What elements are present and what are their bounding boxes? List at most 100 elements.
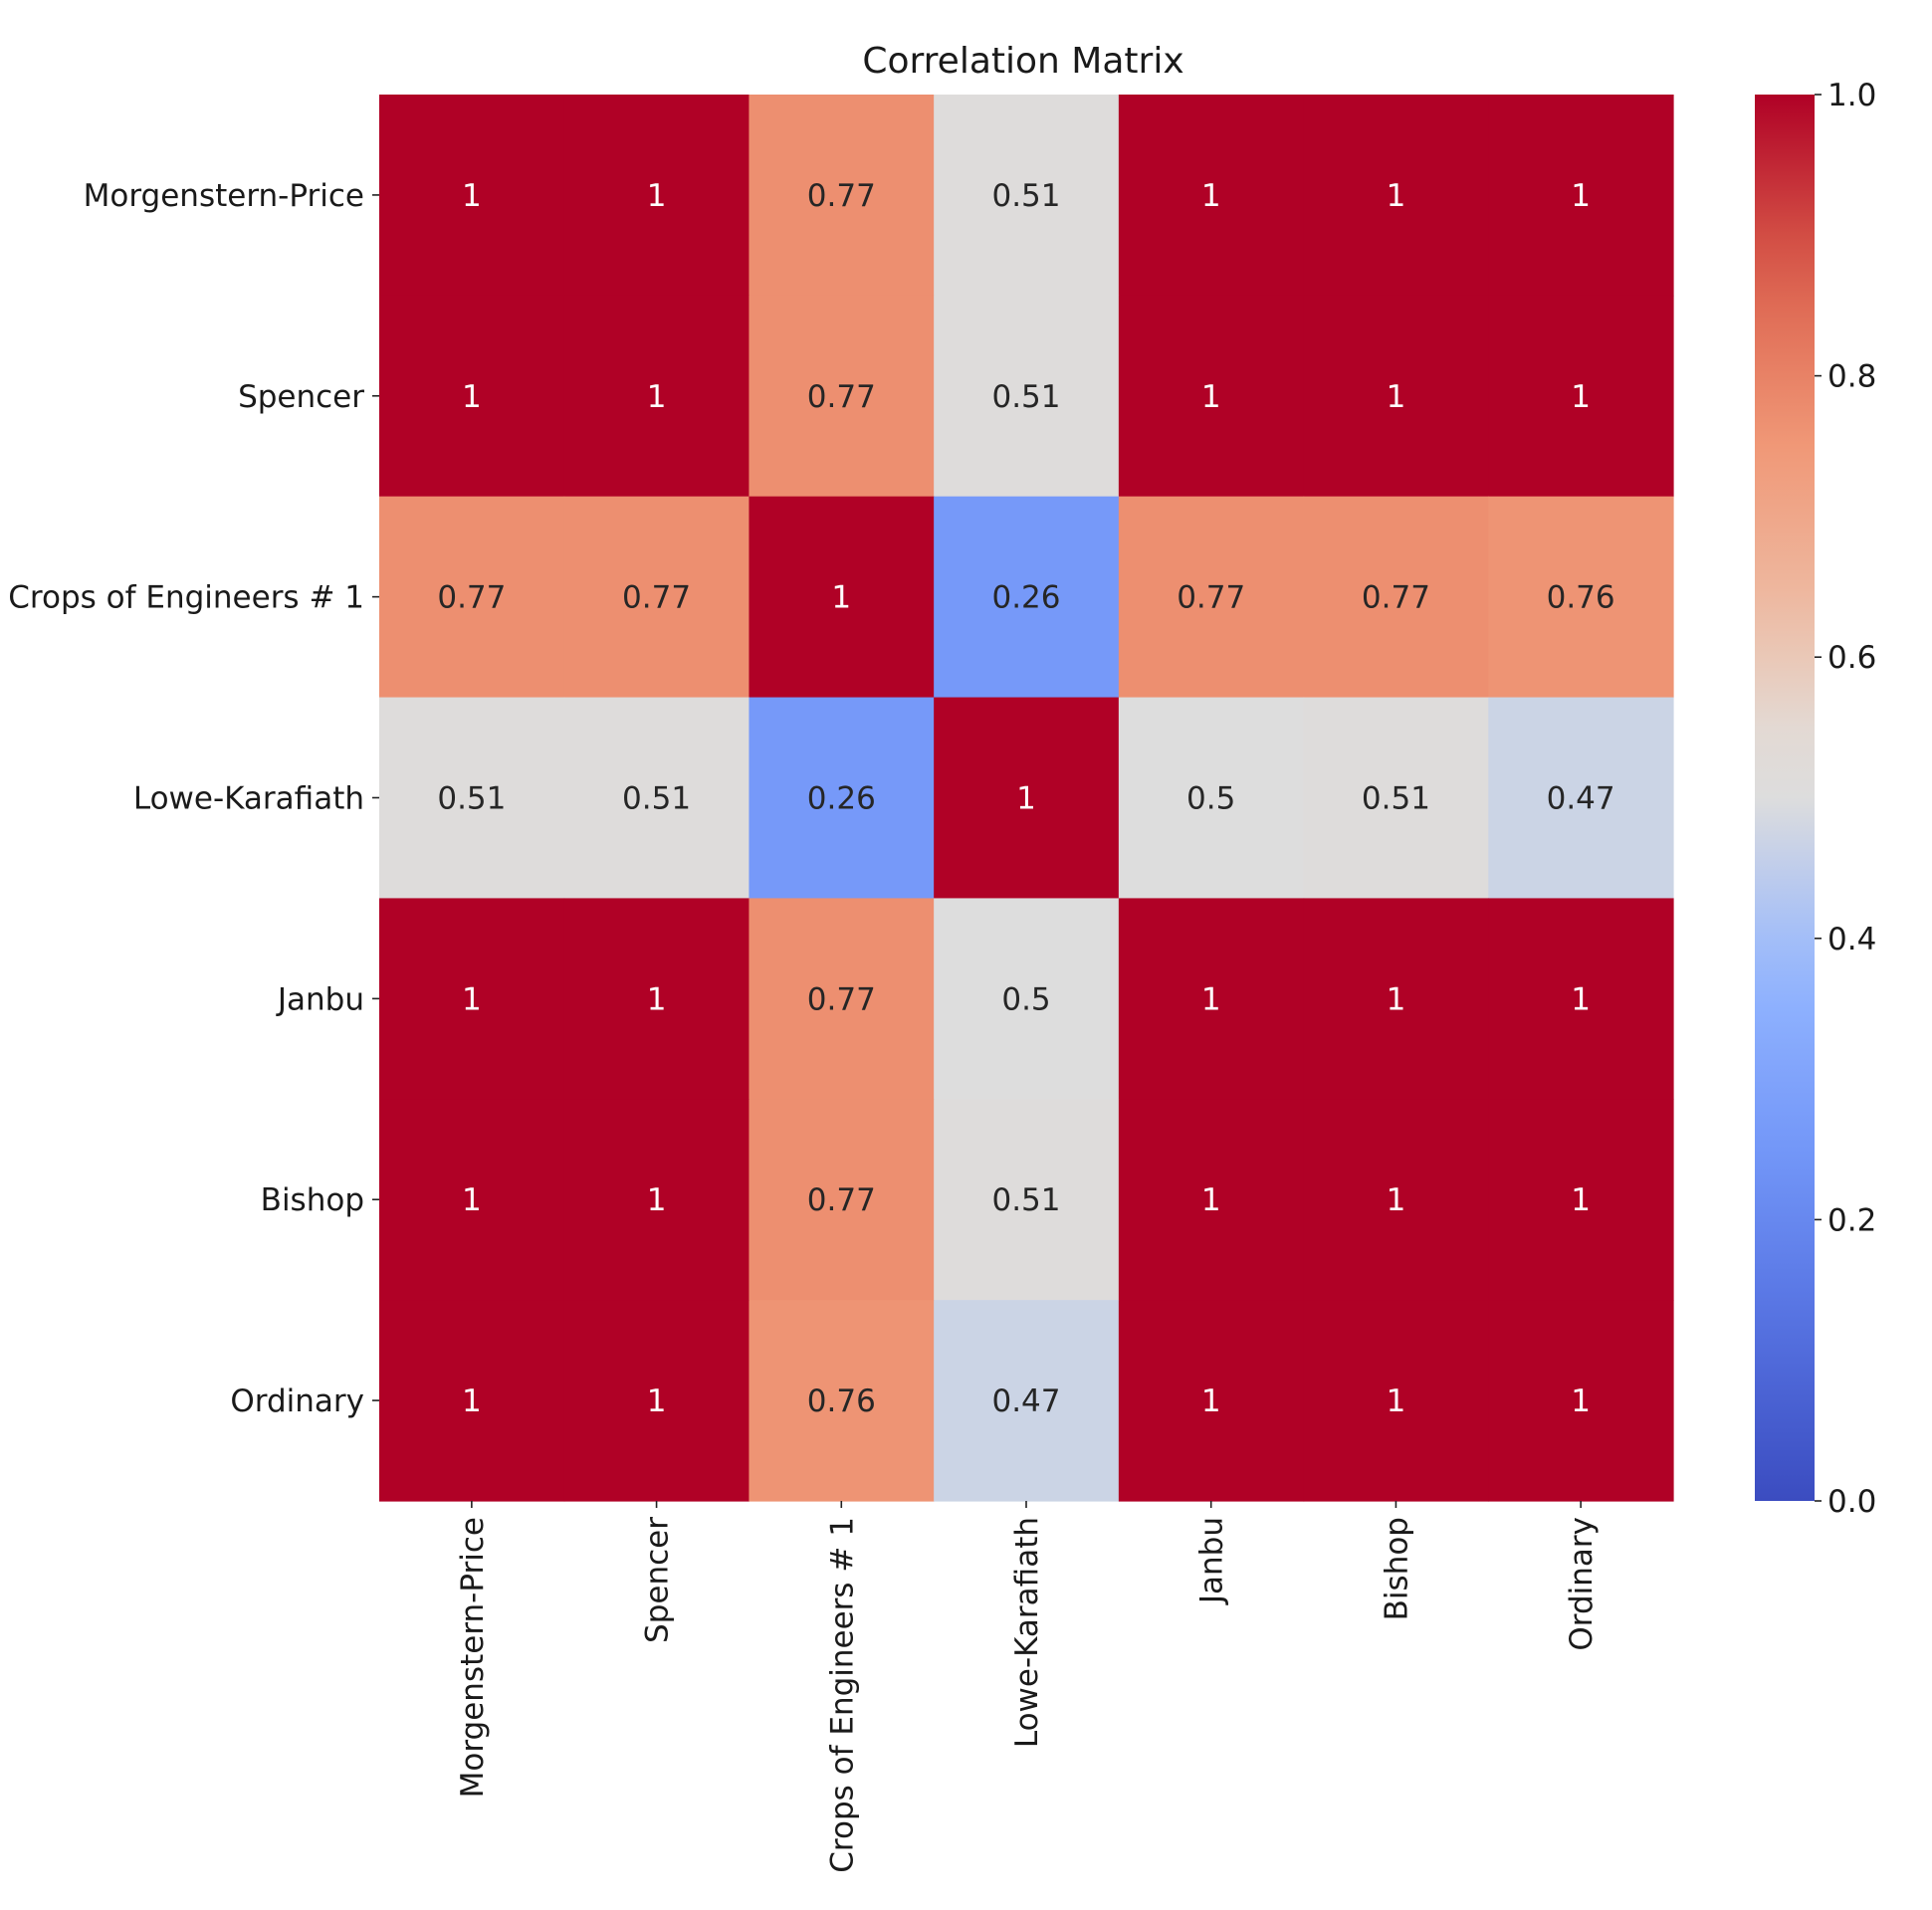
- cell-annotation: 0.26: [991, 580, 1060, 616]
- x-tick-label: Bishop: [1379, 1517, 1414, 1620]
- y-tick-label: Crops of Engineers # 1: [8, 580, 364, 616]
- heatmap-cell: [1118, 1099, 1305, 1301]
- y-axis-ticks: Morgenstern-Price Spencer Crops of Enginee…: [8, 178, 379, 1419]
- colorbar-bar: [1755, 95, 1815, 1501]
- heatmap-cell: [749, 697, 935, 900]
- cell-annotation: 1: [1571, 1182, 1591, 1218]
- cell-annotation: 0.26: [807, 781, 876, 817]
- cell-annotation: 1: [647, 178, 667, 214]
- heatmap-cell: [749, 496, 935, 699]
- cell-annotations: 1 1 0.77 0.51 1 1 11 1 0.77 0.51 1 1 10.77 0.77 1 0.26 0…: [437, 178, 1614, 1419]
- heatmap-cell: [563, 295, 751, 498]
- cell-annotation: 0.77: [807, 1182, 876, 1218]
- chart-title: Correlation Matrix: [862, 41, 1183, 82]
- heatmap-cell: [1118, 95, 1305, 297]
- cell-annotation: 1: [1571, 981, 1591, 1017]
- x-tick-label: Spencer: [640, 1517, 676, 1643]
- heatmap-cell: [1303, 1099, 1489, 1301]
- cell-annotation: 0.77: [1362, 580, 1430, 616]
- heatmap-cell: [749, 295, 935, 498]
- colorbar: 0.0 0.2 0.4 0.6 0.8 1.0: [1755, 78, 1876, 1520]
- heatmap-cell: [934, 295, 1120, 498]
- colorbar-tick-label: 0.2: [1827, 1202, 1876, 1238]
- y-tick-label: Bishop: [261, 1182, 364, 1218]
- cell-annotation: 1: [1016, 781, 1036, 817]
- heatmap-cell: [379, 496, 565, 699]
- colorbar-tick-label: 0.0: [1827, 1484, 1876, 1520]
- heatmap-cell: [1303, 95, 1489, 297]
- cell-annotation: 1: [1571, 379, 1591, 415]
- cell-annotation: 0.51: [991, 1182, 1060, 1218]
- heatmap-cell: [749, 1099, 935, 1301]
- x-axis-ticks: Morgenstern-Price Spencer Crops of Enginee…: [455, 1501, 1600, 1873]
- cell-annotation: 0.76: [807, 1383, 876, 1419]
- cell-annotation: 0.47: [991, 1383, 1060, 1419]
- cell-annotation: 1: [647, 1383, 667, 1419]
- heatmap-cell: [934, 898, 1120, 1100]
- cell-annotation: 1: [1201, 178, 1221, 214]
- heatmap-cells: [379, 95, 1674, 1502]
- x-tick-label: Lowe-Karafiath: [1009, 1517, 1045, 1748]
- heatmap-cell: [1303, 496, 1489, 699]
- heatmap-cell: [1488, 496, 1674, 699]
- x-tick-label: Crops of Engineers # 1: [824, 1517, 860, 1873]
- cell-annotation: 1: [1387, 1383, 1406, 1419]
- cell-annotation: 0.77: [622, 580, 691, 616]
- heatmap-cell: [934, 1099, 1120, 1301]
- cell-annotation: 1: [1387, 379, 1406, 415]
- cell-annotation: 0.51: [622, 781, 691, 817]
- heatmap-cell: [749, 1300, 935, 1502]
- cell-annotation: 1: [647, 981, 667, 1017]
- colorbar-tick-label: 0.4: [1827, 922, 1876, 957]
- heatmap-cell: [379, 295, 565, 498]
- cell-annotation: 1: [462, 1383, 482, 1419]
- cell-annotation: 0.5: [1186, 781, 1235, 817]
- heatmap-cell: [379, 95, 565, 297]
- heatmap-cell: [379, 1099, 565, 1301]
- heatmap-cell: [749, 898, 935, 1100]
- cell-annotation: 1: [1201, 1383, 1221, 1419]
- heatmap-cell: [934, 1300, 1120, 1502]
- heatmap-cell: [1118, 496, 1305, 699]
- cell-annotation: 1: [462, 981, 482, 1017]
- heatmap-cell: [934, 496, 1120, 699]
- cell-annotation: 0.76: [1547, 580, 1615, 616]
- cell-annotation: 1: [1201, 981, 1221, 1017]
- cell-annotation: 1: [1201, 1182, 1221, 1218]
- cell-annotation: 1: [462, 1182, 482, 1218]
- heatmap-cell: [1488, 1099, 1674, 1301]
- heatmap-cell: [1303, 697, 1489, 900]
- heatmap-cell: [1118, 1300, 1305, 1502]
- heatmap-cell: [379, 1300, 565, 1502]
- heatmap-cell: [1303, 898, 1489, 1100]
- cell-annotation: 1: [647, 379, 667, 415]
- cell-annotation: 1: [462, 379, 482, 415]
- heatmap-cell: [1488, 898, 1674, 1100]
- cell-annotation: 0.77: [807, 178, 876, 214]
- heatmap-cell: [563, 898, 751, 1100]
- x-tick-label: Morgenstern-Price: [455, 1517, 491, 1798]
- heatmap-cell: [563, 697, 751, 900]
- cell-annotation: 0.51: [991, 379, 1060, 415]
- heatmap-cell: [934, 697, 1120, 900]
- heatmap-cell: [563, 95, 751, 297]
- colorbar-tick-label: 0.8: [1827, 359, 1876, 395]
- cell-annotation: 1: [831, 580, 851, 616]
- colorbar-tick-label: 0.6: [1827, 640, 1876, 676]
- heatmap-cell: [1118, 898, 1305, 1100]
- heatmap-cell: [1303, 1300, 1489, 1502]
- cell-annotation: 1: [1387, 981, 1406, 1017]
- x-tick-label: Janbu: [1194, 1517, 1230, 1605]
- cell-annotation: 0.51: [1362, 781, 1430, 817]
- cell-annotation: 0.77: [807, 379, 876, 415]
- cell-annotation: 1: [1571, 1383, 1591, 1419]
- cell-annotation: 1: [1387, 178, 1406, 214]
- cell-annotation: 0.77: [807, 981, 876, 1017]
- heatmap-cell: [1488, 1300, 1674, 1502]
- y-tick-label: Spencer: [238, 379, 364, 415]
- heatmap-cell: [1488, 95, 1674, 297]
- heatmap-cell: [563, 496, 751, 699]
- cell-annotation: 1: [1387, 1182, 1406, 1218]
- y-tick-label: Morgenstern-Price: [84, 178, 364, 214]
